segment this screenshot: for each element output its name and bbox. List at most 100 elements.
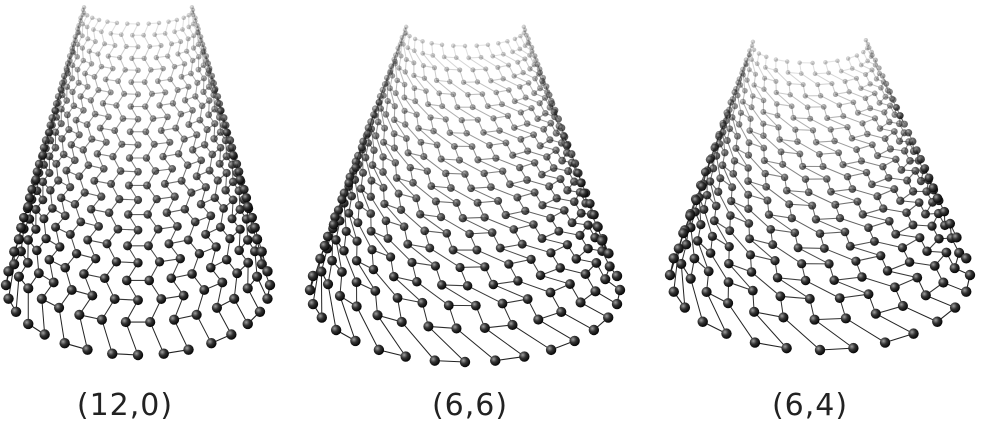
carbon-atom xyxy=(13,234,25,245)
carbon-atom xyxy=(337,267,347,277)
bond xyxy=(764,160,785,178)
carbon-atom xyxy=(215,222,225,232)
carbon-atom xyxy=(439,42,445,47)
carbon-atom xyxy=(152,195,161,204)
carbon-atom xyxy=(196,116,204,124)
carbon-atom xyxy=(162,89,169,96)
carbon-atom xyxy=(922,246,932,256)
carbon-atom xyxy=(727,196,736,206)
label-armchair-6-6: (6,6) xyxy=(431,388,509,423)
carbon-atom xyxy=(46,186,55,195)
carbon-atom xyxy=(386,85,393,92)
carbon-atom xyxy=(790,114,797,121)
carbon-atom xyxy=(903,176,912,185)
bond xyxy=(525,210,551,219)
carbon-atom xyxy=(961,286,972,297)
carbon-atom xyxy=(545,182,554,191)
bond xyxy=(538,319,575,342)
carbon-atom xyxy=(210,79,217,87)
carbon-atom xyxy=(804,188,813,197)
carbon-atom xyxy=(148,90,155,97)
carbon-atom xyxy=(86,205,96,214)
carbon-atom xyxy=(800,82,806,88)
carbon-atom xyxy=(39,214,49,224)
carbon-atom xyxy=(406,163,414,172)
carbon-atom xyxy=(135,44,141,50)
carbon-atom xyxy=(60,72,68,80)
carbon-atom xyxy=(775,291,786,302)
carbon-atom xyxy=(721,148,729,157)
carbon-atom xyxy=(556,306,567,317)
carbon-atom xyxy=(812,138,820,146)
carbon-atom xyxy=(603,248,614,259)
carbon-atom xyxy=(664,269,676,281)
carbon-atom xyxy=(143,210,152,219)
carbon-atom xyxy=(679,302,691,313)
bond xyxy=(423,156,447,174)
bond xyxy=(717,191,731,216)
carbon-atom xyxy=(472,245,482,255)
carbon-atom xyxy=(463,129,470,137)
carbon-atom xyxy=(164,239,174,249)
carbon-atom xyxy=(205,262,216,273)
carbon-atom xyxy=(840,113,847,120)
carbon-atom xyxy=(160,65,166,72)
carbon-atom xyxy=(59,79,66,87)
carbon-atom xyxy=(322,231,333,242)
carbon-atom xyxy=(84,83,91,90)
carbon-atom xyxy=(506,62,512,68)
carbon-atom xyxy=(891,111,899,118)
carbon-atom xyxy=(256,259,267,270)
carbon-atom xyxy=(500,76,506,82)
carbon-atom xyxy=(751,82,757,88)
bond xyxy=(455,57,474,71)
carbon-atom xyxy=(201,229,211,239)
carbon-atom xyxy=(878,85,884,91)
carbon-atom xyxy=(429,41,434,46)
carbon-atom xyxy=(523,176,531,184)
carbon-atom xyxy=(79,146,88,154)
carbon-atom xyxy=(810,60,815,66)
carbon-atom xyxy=(57,120,65,128)
carbon-atom xyxy=(82,344,93,355)
carbon-atom xyxy=(447,184,455,192)
carbon-atom xyxy=(183,344,194,355)
carbon-atom xyxy=(576,208,586,218)
carbon-atom xyxy=(461,170,469,178)
carbon-atom xyxy=(221,121,230,129)
bond xyxy=(850,245,881,257)
carbon-atom xyxy=(964,269,976,281)
carbon-atom xyxy=(519,351,530,362)
carbon-atom xyxy=(512,36,518,42)
carbon-atom xyxy=(407,33,412,39)
bond xyxy=(468,57,487,70)
bond xyxy=(728,263,754,291)
carbon-atom xyxy=(152,32,158,38)
carbon-atom xyxy=(719,121,728,130)
carbon-atom xyxy=(402,135,410,142)
carbon-atom xyxy=(229,293,240,304)
carbon-atom xyxy=(102,76,109,83)
carbon-atom xyxy=(744,164,752,172)
carbon-atom xyxy=(437,155,445,163)
carbon-atom xyxy=(173,221,182,231)
carbon-atom xyxy=(115,195,124,204)
carbon-atom xyxy=(526,36,531,42)
carbon-atom xyxy=(169,314,180,325)
bond xyxy=(173,319,189,350)
carbon-atom xyxy=(583,220,593,230)
carbon-atom xyxy=(441,54,447,60)
carbon-atom xyxy=(809,127,817,134)
carbon-atom xyxy=(172,29,177,35)
bond xyxy=(786,190,813,207)
carbon-atom xyxy=(187,269,197,279)
carbon-atom xyxy=(546,136,554,144)
carbon-atom xyxy=(897,243,908,253)
carbon-atom xyxy=(185,121,193,129)
carbon-atom xyxy=(446,129,454,137)
carbon-atom xyxy=(216,143,225,152)
carbon-atom xyxy=(928,183,938,193)
carbon-atom xyxy=(186,24,192,30)
carbon-atom xyxy=(374,118,382,126)
carbon-atom xyxy=(858,62,864,68)
